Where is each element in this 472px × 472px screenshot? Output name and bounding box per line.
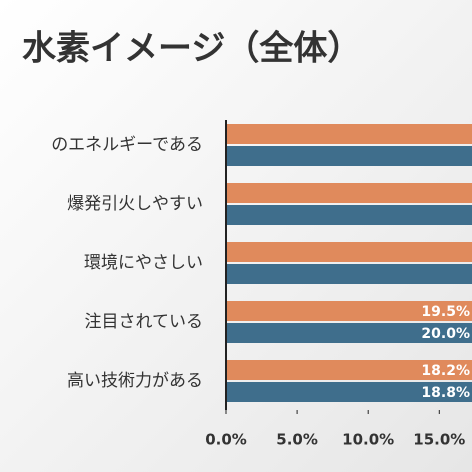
bar [226, 264, 472, 284]
bar [226, 183, 472, 203]
bar [226, 323, 472, 343]
category-label: 環境にやさしい [84, 253, 203, 273]
x-tick-label: 0.0% [205, 431, 247, 449]
x-tick-label: 15.0% [413, 431, 465, 449]
bar [226, 301, 472, 321]
value-label: 20.0% [421, 326, 470, 342]
category-label: 高い技術力がある [67, 371, 203, 391]
value-label: 18.8% [421, 385, 470, 401]
bar [226, 360, 472, 380]
category-label: のエネルギーである [51, 135, 203, 155]
x-tick-label: 10.0% [342, 431, 394, 449]
chart-title: 水素イメージ（全体） [22, 29, 361, 69]
value-label: 19.5% [421, 304, 470, 320]
bar [226, 146, 472, 166]
bar [226, 382, 472, 402]
bar [226, 205, 472, 225]
x-tick-label: 5.0% [276, 431, 318, 449]
category-label: 注目されている [85, 312, 204, 332]
bar [226, 124, 472, 144]
bar [226, 242, 472, 262]
value-label: 18.2% [421, 363, 470, 379]
category-label: 爆発引火しやすい [67, 194, 203, 214]
